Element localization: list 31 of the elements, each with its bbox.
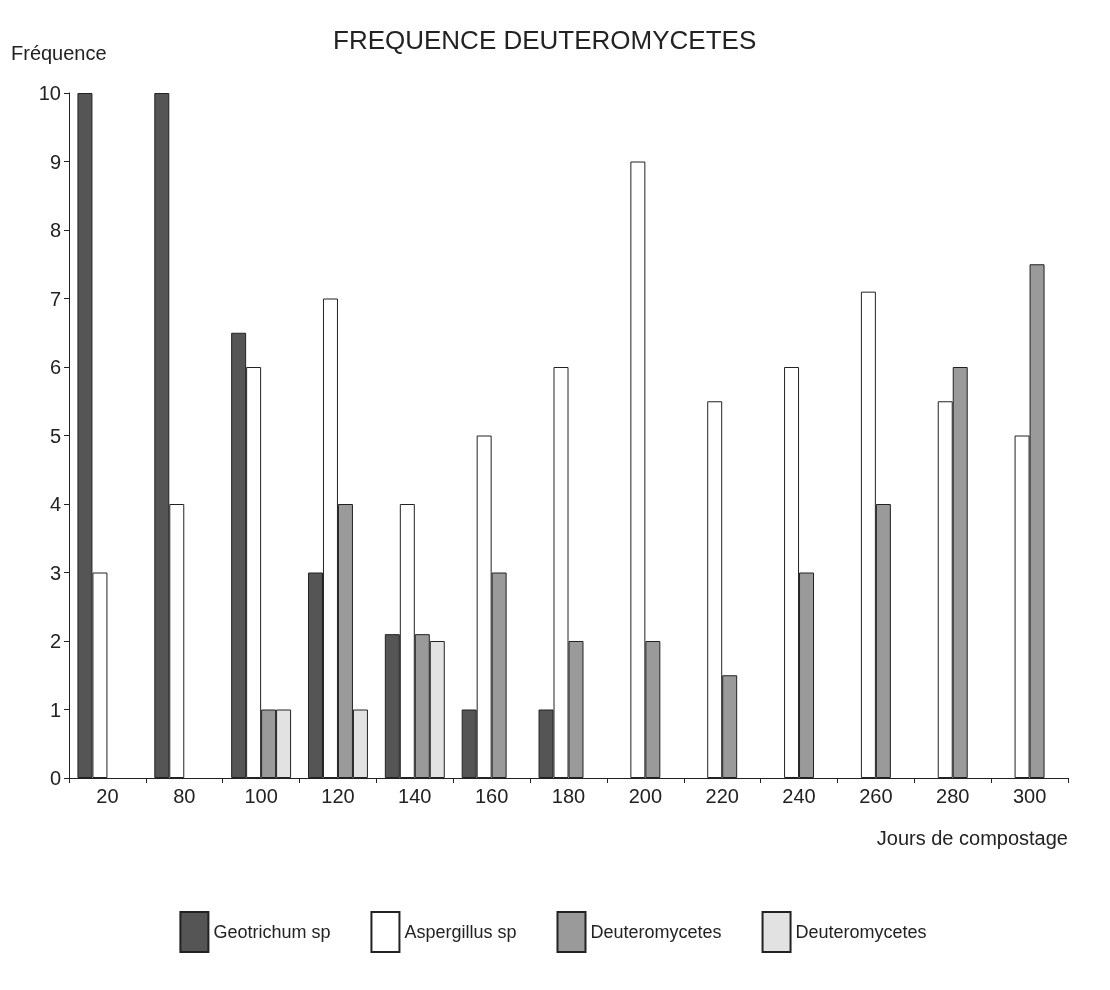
x-tick-label: 260	[859, 785, 893, 807]
y-tick-label: 3	[49, 561, 61, 584]
x-tick-label: 300	[1012, 785, 1047, 807]
y-tick-label: 8	[49, 219, 61, 241]
y-tick-label: 4	[49, 493, 61, 515]
x-tick-label: 100	[244, 785, 278, 807]
chart-title: FREQUENCE DEUTEROMYCETES	[333, 25, 757, 55]
x-tick-label: 20	[96, 785, 119, 807]
x-tick-label: 120	[321, 785, 355, 807]
x-tick-label: 220	[705, 785, 739, 807]
y-tick-label: 0	[49, 767, 61, 789]
x-axis-title: Jours de compostage	[876, 827, 1068, 849]
x-tick-label: 280	[936, 785, 970, 807]
legend-label: Deuteromycetes	[590, 922, 722, 942]
y-tick-label: 9	[49, 150, 61, 173]
y-tick-label: 7	[49, 287, 61, 310]
y-tick-label: 1	[49, 698, 61, 721]
x-tick-label: 180	[551, 785, 586, 807]
x-tick-label: 200	[628, 785, 663, 807]
legend-label: Deuteromycetes	[795, 922, 927, 942]
x-tick-label: 80	[173, 785, 196, 807]
y-axis-title: Fréquence	[11, 42, 107, 64]
x-tick-label: 160	[474, 785, 509, 807]
y-tick-label: 6	[49, 356, 61, 378]
y-tick-label: 5	[49, 424, 61, 447]
legend-label: Aspergillus sp	[404, 922, 517, 942]
y-tick-label: 10	[38, 82, 61, 104]
x-tick-label: 140	[398, 785, 432, 807]
legend-label: Geotrichum sp	[213, 922, 331, 942]
y-tick-label: 2	[49, 630, 61, 652]
x-tick-label: 240	[782, 785, 816, 807]
